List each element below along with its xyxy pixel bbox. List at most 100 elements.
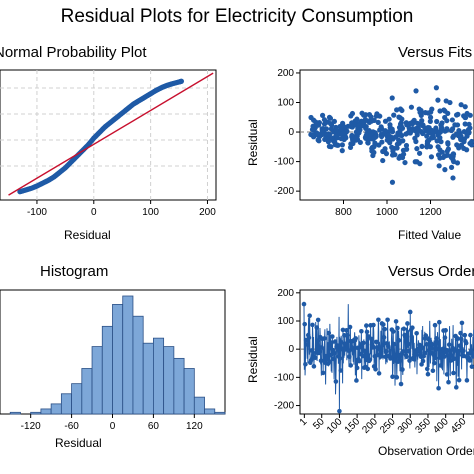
versus-order-y-tick-label: -100 xyxy=(274,372,294,383)
versus-order-point xyxy=(395,325,400,331)
versus-order-point xyxy=(333,379,339,384)
versus-order-point xyxy=(385,317,390,323)
versus-order-point xyxy=(425,371,431,377)
versus-order-point xyxy=(360,353,366,359)
versus-order-point xyxy=(322,336,327,341)
versus-fits-point xyxy=(396,140,402,146)
versus-fits-point xyxy=(382,118,389,124)
versus-order-point xyxy=(446,342,452,347)
versus-fits-point xyxy=(387,122,393,128)
versus-order-point xyxy=(407,358,412,363)
versus-order-point xyxy=(398,358,403,364)
versus-fits-point xyxy=(416,150,423,156)
versus-fits-y-tick-label: -100 xyxy=(274,157,294,168)
versus-order-point xyxy=(455,336,461,341)
versus-fits-point xyxy=(435,144,441,150)
versus-fits-point xyxy=(400,151,407,157)
versus-fits-point xyxy=(403,142,410,149)
versus-order-point xyxy=(470,350,474,355)
versus-order-point xyxy=(456,377,462,383)
versus-order-point xyxy=(398,381,404,387)
versus-order-point xyxy=(378,352,384,358)
histogram-bar xyxy=(153,337,165,415)
versus-order-point xyxy=(422,350,427,356)
versus-fits-point xyxy=(427,118,433,124)
versus-order-point xyxy=(344,332,350,338)
versus-fits-point xyxy=(349,110,356,117)
versus-fits-point xyxy=(389,129,396,135)
versus-fits-point xyxy=(449,126,456,132)
versus-fits-point xyxy=(316,138,322,144)
versus-order-point xyxy=(305,342,310,348)
versus-order-point xyxy=(388,355,394,360)
versus-fits-point xyxy=(339,142,345,148)
versus-order-point xyxy=(365,366,371,372)
normal-plot-frame xyxy=(0,69,217,201)
versus-order-point xyxy=(442,335,448,340)
versus-order-y-tick-label: 0 xyxy=(288,344,294,355)
versus-fits-point xyxy=(433,127,439,133)
versus-order-point xyxy=(337,356,343,361)
versus-fits-x-tick-label: 1200 xyxy=(419,207,442,218)
versus-order-point xyxy=(373,339,379,345)
versus-order-point xyxy=(416,347,422,353)
versus-fits-point xyxy=(400,138,406,144)
versus-fits-point xyxy=(436,163,442,169)
versus-order-point xyxy=(470,354,474,359)
versus-fits-point xyxy=(389,144,395,150)
versus-order-title: Versus Order xyxy=(388,263,474,280)
versus-order-point xyxy=(303,361,308,367)
versus-order-point xyxy=(340,327,346,333)
versus-fits-point xyxy=(417,161,423,167)
versus-order-point xyxy=(430,368,436,374)
versus-fits-point xyxy=(454,122,461,128)
versus-fits-point xyxy=(338,136,344,142)
versus-fits-point xyxy=(403,131,409,137)
versus-fits-point xyxy=(454,142,460,148)
normal-plot-point xyxy=(178,78,185,84)
versus-fits-point xyxy=(400,147,407,153)
versus-order-y-tick-label: -200 xyxy=(274,401,294,412)
versus-fits-y-tick-label: 100 xyxy=(277,98,294,109)
versus-order-point xyxy=(354,378,359,383)
versus-fits-point xyxy=(445,110,451,116)
versus-order-point xyxy=(441,354,447,359)
versus-order-point xyxy=(420,358,426,364)
versus-order-y-tick-label: 200 xyxy=(277,288,294,299)
versus-fits-point xyxy=(369,144,375,151)
versus-order-frame xyxy=(299,289,474,415)
versus-fits-point xyxy=(319,126,325,132)
versus-fits-point xyxy=(382,146,388,152)
versus-order-point xyxy=(329,340,334,345)
versus-order-point xyxy=(404,354,410,359)
versus-order-point xyxy=(423,333,429,338)
versus-fits-y-ticks: 200 100 0 -100 -200 xyxy=(274,68,300,197)
versus-order-point xyxy=(424,366,430,372)
versus-order-xlabel: Observation Order xyxy=(378,444,474,458)
versus-fits-point xyxy=(414,120,421,126)
versus-fits-point xyxy=(347,144,354,151)
versus-fits-point xyxy=(467,140,473,147)
histogram-bar xyxy=(142,342,154,415)
versus-order-point xyxy=(330,334,335,339)
versus-fits-point xyxy=(333,127,339,133)
versus-fits-point xyxy=(448,164,455,170)
normal-plot-x-tick-label: 100 xyxy=(142,207,159,218)
versus-fits-point xyxy=(444,118,450,124)
histogram-x-tick-label: 60 xyxy=(148,421,160,432)
versus-fits-point xyxy=(450,175,456,181)
versus-order-point xyxy=(317,349,322,354)
versus-fits-point xyxy=(339,148,345,154)
versus-order-point xyxy=(440,346,446,352)
histogram-bar xyxy=(9,411,21,415)
versus-order-point xyxy=(347,324,353,330)
versus-order-x-tick-label: 200 xyxy=(360,416,380,436)
versus-order-point xyxy=(461,353,467,359)
versus-fits-point xyxy=(379,139,385,145)
versus-order-point xyxy=(319,345,325,350)
histogram-bar xyxy=(193,396,205,415)
versus-fits-point xyxy=(363,132,369,138)
versus-order-point xyxy=(433,355,439,361)
versus-fits-point xyxy=(391,112,397,118)
